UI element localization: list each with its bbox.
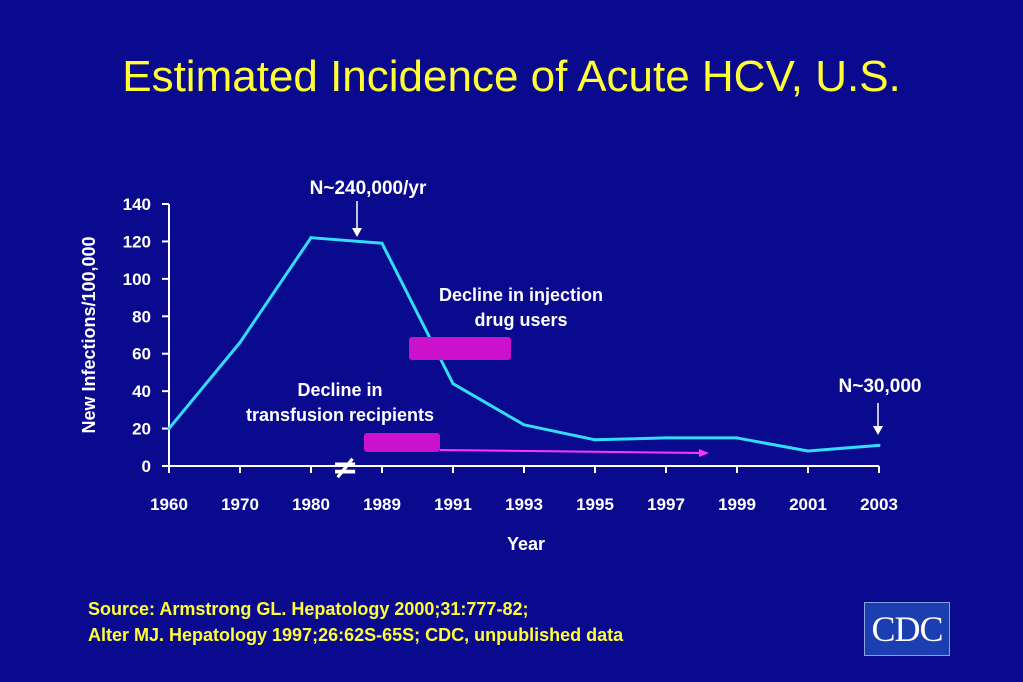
source-line-2: Alter MJ. Hepatology 1997;26:62S-65S; CD… xyxy=(88,625,624,645)
chart-axes: 0 20 40 60 80 100 120 140 1960 1970 1980 1989 1991 19… xyxy=(79,195,898,554)
transfusion-decline-bar xyxy=(364,433,440,452)
source-line-1: Source: Armstrong GL. Hepatology 2000;31… xyxy=(88,599,529,619)
data-point xyxy=(451,382,455,386)
x-tick-label: 2001 xyxy=(789,495,827,514)
y-tick-label: 80 xyxy=(132,307,151,326)
slide-title: Estimated Incidence of Acute HCV, U.S. xyxy=(122,52,901,101)
x-tick-label: 1980 xyxy=(292,495,330,514)
y-tick-label: 140 xyxy=(123,195,151,214)
y-tick-label: 60 xyxy=(132,345,151,364)
y-tick-label: 20 xyxy=(132,420,151,439)
transfusion-arrow-line xyxy=(439,449,702,454)
data-point xyxy=(806,449,810,453)
y-tick-label: 40 xyxy=(132,382,151,401)
x-axis-title: Year xyxy=(507,534,545,554)
source-citation: Source: Armstrong GL. Hepatology 2000;31… xyxy=(88,596,623,648)
end-annotation: N~30,000 xyxy=(839,376,922,397)
y-axis-title: New Infections/100,000 xyxy=(79,236,99,433)
x-tick-label: 1995 xyxy=(576,495,614,514)
data-point xyxy=(735,436,739,440)
data-point xyxy=(522,423,526,427)
y-tick-label: 0 xyxy=(142,457,151,476)
transfusion-label-line-2: transfusion recipients xyxy=(246,405,434,425)
x-tick-label: 1970 xyxy=(221,495,259,514)
data-point xyxy=(593,438,597,442)
x-tick-label: 2003 xyxy=(860,495,898,514)
y-tick-label: 100 xyxy=(123,270,151,289)
data-point xyxy=(664,436,668,440)
injection-label-line-1: Decline in injection xyxy=(439,285,603,305)
peak-annotation: N~240,000/yr xyxy=(310,178,427,199)
data-point xyxy=(167,427,171,431)
x-tick-label: 1960 xyxy=(150,495,188,514)
x-tick-label: 1989 xyxy=(363,495,401,514)
data-point xyxy=(309,236,313,240)
transfusion-arrow-head xyxy=(699,449,709,457)
peak-arrow-head xyxy=(352,228,362,237)
injection-label-line-2: drug users xyxy=(474,310,567,330)
end-arrow-head xyxy=(873,426,883,435)
x-tick-label: 1991 xyxy=(434,495,472,514)
y-tick-label: 120 xyxy=(123,232,151,251)
x-tick-label: 1997 xyxy=(647,495,685,514)
transfusion-label-line-1: Decline in xyxy=(297,380,382,400)
data-point xyxy=(380,241,384,245)
chart-marks xyxy=(167,236,881,453)
axis-break-symbol: ≠ xyxy=(332,448,359,486)
data-point xyxy=(238,340,242,344)
data-point xyxy=(877,443,881,447)
cdc-logo: CDC xyxy=(864,602,950,656)
x-tick-label: 1999 xyxy=(718,495,756,514)
injection-decline-bar xyxy=(409,337,511,360)
chart-annotations: N~240,000/yr N~30,000 Decline in injection… xyxy=(246,178,921,457)
x-tick-label: 1993 xyxy=(505,495,543,514)
